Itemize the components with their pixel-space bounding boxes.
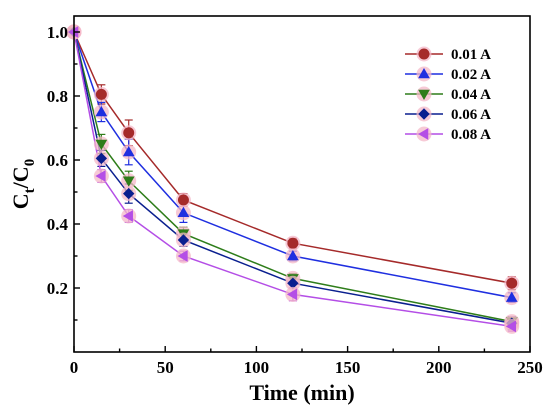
data-point: [121, 125, 137, 141]
data-point: [121, 173, 137, 189]
data-point: [93, 104, 109, 120]
y-tick-label: 0.6: [47, 151, 68, 170]
legend-label: 0.02 A: [451, 67, 491, 83]
data-point: [285, 235, 301, 251]
legend-label: 0.01 A: [451, 47, 491, 63]
data-point: [504, 275, 520, 291]
marker-shape: [418, 48, 430, 60]
legend: 0.01 A 0.02 A 0.04 A 0.06 A 0.08 A: [405, 46, 491, 143]
data-point: [285, 275, 301, 291]
x-tick-label: 0: [70, 358, 79, 377]
marker-shape: [505, 320, 517, 333]
y-title-sub-t: t: [22, 188, 38, 193]
marker-shape: [95, 88, 107, 100]
data-point: [175, 248, 191, 264]
x-tick-label: 150: [335, 358, 361, 377]
marker-shape: [417, 128, 429, 140]
marker-shape: [287, 249, 299, 261]
legend-marker: [416, 46, 432, 62]
data-point: [175, 232, 191, 248]
series-lines: [73, 31, 512, 328]
legend-entry-2: 0.02 A: [405, 66, 491, 83]
legend-entry-1: 0.01 A: [405, 46, 491, 63]
x-tick-label: 250: [517, 358, 543, 377]
legend-label: 0.08 A: [451, 127, 491, 143]
y-tick-label: 1.0: [47, 23, 68, 42]
x-tick-label: 100: [244, 358, 270, 377]
y-title-c0: C: [8, 166, 33, 182]
marker-shape: [177, 206, 190, 218]
data-point: [175, 192, 191, 208]
y-axis-title: Ct/C0: [8, 159, 38, 209]
marker-shape: [123, 187, 135, 200]
data-point: [285, 248, 301, 264]
legend-marker: [416, 106, 432, 122]
legend-entry-5: 0.08 A: [405, 126, 491, 143]
marker-shape: [123, 127, 135, 139]
data-point: [285, 286, 301, 302]
marker-shape: [95, 105, 108, 117]
data-point: [504, 290, 520, 306]
data-point: [93, 86, 109, 102]
marker-shape: [122, 176, 135, 187]
marker-shape: [177, 234, 190, 246]
legend-marker: [416, 86, 432, 102]
data-point: [504, 318, 520, 334]
marker-shape: [287, 237, 299, 249]
legend-label: 0.04 A: [451, 87, 491, 103]
y-title-c: C: [8, 193, 33, 209]
marker-shape: [418, 108, 430, 120]
marker-shape: [95, 170, 106, 182]
series-line-3: [73, 31, 512, 323]
y-tick-label: 0.8: [47, 87, 68, 106]
marker-shape: [418, 67, 430, 79]
legend-label: 0.06 A: [451, 107, 491, 123]
x-axis-title: Time (min): [249, 380, 354, 405]
data-point: [121, 208, 137, 224]
data-point: [93, 136, 109, 152]
marker-shape: [177, 250, 188, 262]
x-tick-label: 200: [426, 358, 452, 377]
y-title-sub-0: 0: [22, 159, 38, 167]
marker-shape: [505, 291, 518, 302]
legend-marker: [416, 66, 432, 82]
marker-shape: [506, 277, 518, 289]
series-line-4: [73, 31, 512, 324]
marker-shape: [418, 89, 430, 101]
marker-shape: [177, 194, 189, 206]
x-tick-label: 50: [157, 358, 174, 377]
y-title-slash: /: [8, 181, 33, 189]
legend-marker: [416, 126, 432, 142]
legend-entry-4: 0.06 A: [405, 106, 491, 123]
data-point: [121, 144, 137, 160]
data-point: [93, 168, 109, 184]
marker-shape: [122, 210, 133, 222]
series-line-1: [73, 31, 512, 284]
data-point: [93, 150, 109, 166]
marker-shape: [286, 288, 298, 301]
x-axis-ticks: 0 50 100 150 200 250: [70, 346, 543, 377]
marker-shape: [95, 139, 108, 151]
data-point: [175, 205, 191, 221]
marker-shape: [95, 152, 108, 165]
marker-shape: [122, 145, 135, 157]
data-point: [121, 186, 137, 202]
series-line-5: [73, 31, 512, 328]
y-axis-ticks: 0.2 0.4 0.6 0.8 1.0: [47, 23, 80, 321]
legend-entry-3: 0.04 A: [405, 86, 491, 103]
y-tick-label: 0.4: [47, 215, 69, 234]
y-tick-label: 0.2: [47, 279, 68, 298]
